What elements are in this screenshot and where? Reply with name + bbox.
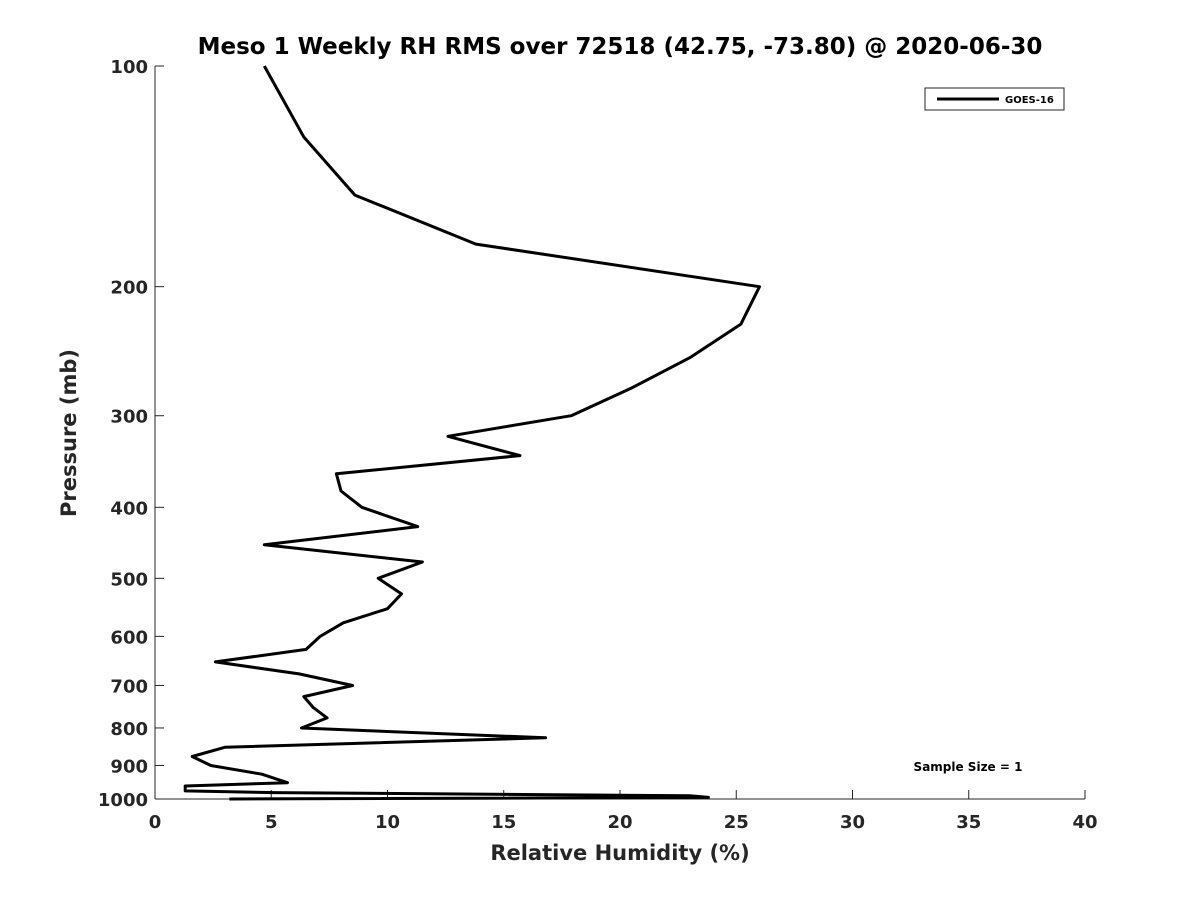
chart-title: Meso 1 Weekly RH RMS over 72518 (42.75, … xyxy=(198,34,1043,60)
x-tick-label: 35 xyxy=(956,812,981,833)
y-tick-label: 600 xyxy=(110,627,148,648)
y-tick-label: 900 xyxy=(110,756,148,777)
y-tick-label: 100 xyxy=(110,57,148,78)
x-tick-label: 5 xyxy=(265,812,278,833)
x-axis-label: Relative Humidity (%) xyxy=(490,841,749,865)
x-tick-label: 40 xyxy=(1072,812,1097,833)
legend: GOES-16 xyxy=(924,87,1065,111)
series-line-goes-16 xyxy=(183,65,761,801)
x-ticks: 0 5 10 15 20 25 30 35 40 xyxy=(149,790,1098,833)
y-tick-label: 700 xyxy=(110,676,148,697)
x-tick-label: 10 xyxy=(375,812,400,833)
x-tick-label: 0 xyxy=(149,812,162,833)
y-tick-label: 500 xyxy=(110,569,148,590)
x-tick-label: 15 xyxy=(491,812,516,833)
y-ticks: 100 200 300 400 500 600 700 800 900 1000 xyxy=(98,57,164,811)
y-tick-label: 400 xyxy=(110,498,148,519)
y-tick-label: 800 xyxy=(110,719,148,740)
y-axis-label: Pressure (mb) xyxy=(57,349,81,517)
x-tick-label: 30 xyxy=(840,812,865,833)
plot-area: 0 5 10 15 20 25 30 35 40 100 200 300 400 500 600 700 80… xyxy=(98,57,1098,833)
x-tick-label: 25 xyxy=(724,812,749,833)
x-tick-label: 20 xyxy=(607,812,632,833)
y-tick-label: 300 xyxy=(110,407,148,428)
sample-size-annotation: Sample Size = 1 xyxy=(914,760,1023,774)
y-tick-label: 200 xyxy=(110,278,148,299)
y-tick-label: 1000 xyxy=(98,790,148,811)
legend-entry-goes-16: GOES-16 xyxy=(1005,95,1054,106)
